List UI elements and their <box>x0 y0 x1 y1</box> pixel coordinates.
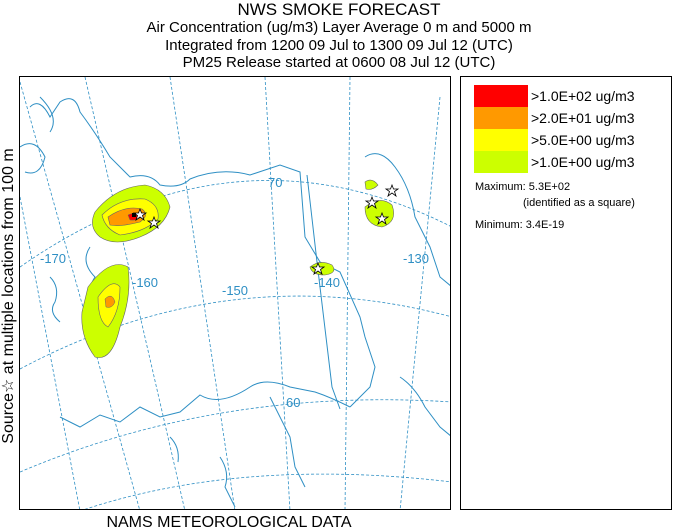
legend-label-red: >1.0E+02 ug/m3 <box>531 88 635 104</box>
maximum-square <box>132 213 136 217</box>
smoke-map: -170 -160 -150 -140 -130 70 60 <box>19 76 451 510</box>
legend-swatch-red <box>474 85 528 107</box>
footer-data-source: NAMS METEOROLOGICAL DATA <box>106 514 352 531</box>
grid-label-lon-130: -130 <box>403 251 429 266</box>
legend-swatch-orange <box>474 107 528 129</box>
maximum-note: (identified as a square) <box>523 197 635 209</box>
grid-label-lat-60: 60 <box>286 395 300 410</box>
source-star-icon <box>374 211 390 226</box>
forecast-subtitle-release: PM25 Release started at 0600 08 Jul 12 (… <box>182 54 496 71</box>
legend-swatch-green <box>474 151 528 173</box>
forecast-subtitle-integration: Integrated from 1200 09 Jul to 1300 09 J… <box>165 37 513 54</box>
source-star-icon <box>146 215 162 230</box>
maximum-value: Maximum: 5.3E+02 <box>475 181 571 193</box>
legend-label-green: >1.0E+00 ug/m3 <box>531 154 635 170</box>
forecast-subtitle-concentration: Air Concentration (ug/m3) Layer Average … <box>146 19 532 36</box>
source-label: Source☆ at multiple locations from 100 m <box>0 148 17 444</box>
source-markers <box>132 183 400 276</box>
source-star-icon <box>310 261 326 276</box>
grid-label-lon-170: -170 <box>40 251 66 266</box>
source-star-icon <box>364 195 380 210</box>
legend-swatch-yellow <box>474 129 528 151</box>
smoke-plume-southwest <box>81 264 130 358</box>
grid-label-lon-150: -150 <box>222 283 248 298</box>
smoke-plume-east <box>364 179 394 228</box>
grid-label-lon-160: -160 <box>132 275 158 290</box>
border-line <box>306 174 341 410</box>
legend-panel: >1.0E+02 ug/m3 >2.0E+01 ug/m3 >5.0E+00 u… <box>460 76 672 510</box>
forecast-title: NWS SMOKE FORECAST <box>237 0 441 19</box>
source-star-icon <box>384 183 400 198</box>
grid-label-lon-140: -140 <box>314 275 340 290</box>
grid-label-lat-70: 70 <box>268 175 282 190</box>
smoke-plume-west <box>92 184 171 243</box>
minimum-value: Minimum: 3.4E-19 <box>475 219 565 231</box>
legend-label-yellow: >5.0E+00 ug/m3 <box>531 132 635 148</box>
coastline <box>20 96 450 508</box>
longitude-lines <box>20 77 441 509</box>
legend-label-orange: >2.0E+01 ug/m3 <box>531 110 635 126</box>
map-canvas: -170 -160 -150 -140 -130 70 60 <box>20 77 450 509</box>
latitude-lines <box>20 180 450 509</box>
